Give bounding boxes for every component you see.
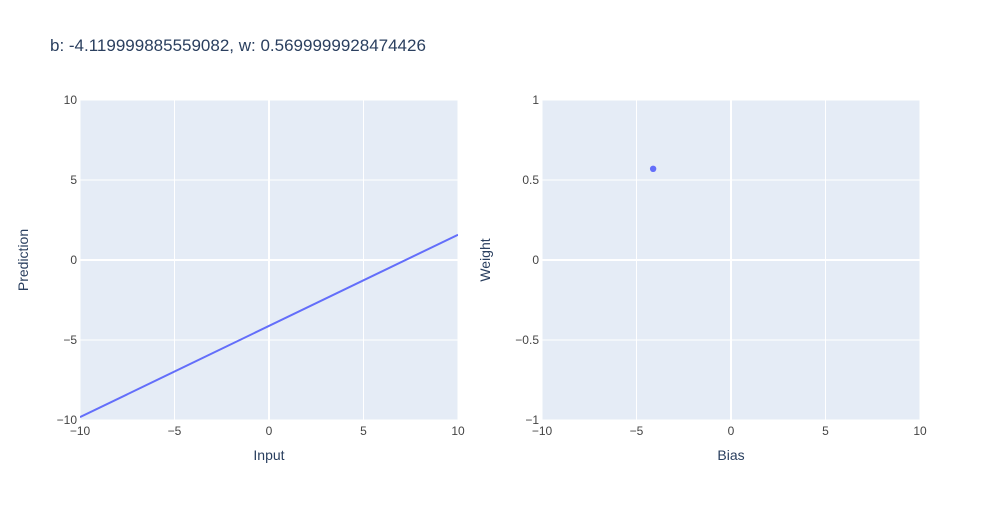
x-tick-label: −10 <box>532 424 553 438</box>
y-axis-label: Prediction <box>15 229 31 291</box>
x-axis-label: Input <box>253 447 284 463</box>
y-tick-label: −10 <box>57 413 78 427</box>
x-tick-label: 5 <box>360 424 367 438</box>
y-tick-label: −0.5 <box>515 333 539 347</box>
y-tick-label: 5 <box>70 173 77 187</box>
chart-title: b: -4.119999885559082, w: 0.569999992847… <box>50 36 426 55</box>
y-tick-label: −5 <box>63 333 77 347</box>
chart-panel-2: −10 −5 0 5 10 −1 −0.5 0 0.5 1 Bias Weight <box>477 93 927 463</box>
y-tick-label: 0.5 <box>522 173 539 187</box>
x-tick-label: 0 <box>728 424 735 438</box>
y-tick-label: 0 <box>532 253 539 267</box>
x-tick-label: −5 <box>168 424 182 438</box>
series-line <box>80 233 458 419</box>
chart-panel-1: −10 −5 0 5 10 −10 −5 0 5 10 Input Prediction <box>15 93 465 463</box>
scatter-point <box>649 165 657 172</box>
x-tick-label: −5 <box>630 424 644 438</box>
y-tick-label: 1 <box>532 93 539 107</box>
x-axis-label: Bias <box>717 447 744 463</box>
y-tick-label: 0 <box>70 253 77 267</box>
x-tick-label: 10 <box>451 424 465 438</box>
y-tick-label: 10 <box>64 93 78 107</box>
x-tick-label: 0 <box>266 424 273 438</box>
x-tick-label: 5 <box>822 424 829 438</box>
x-tick-label: 10 <box>913 424 927 438</box>
y-tick-label: −1 <box>525 413 539 427</box>
y-axis-label: Weight <box>477 238 493 281</box>
x-tick-label: −10 <box>70 424 91 438</box>
